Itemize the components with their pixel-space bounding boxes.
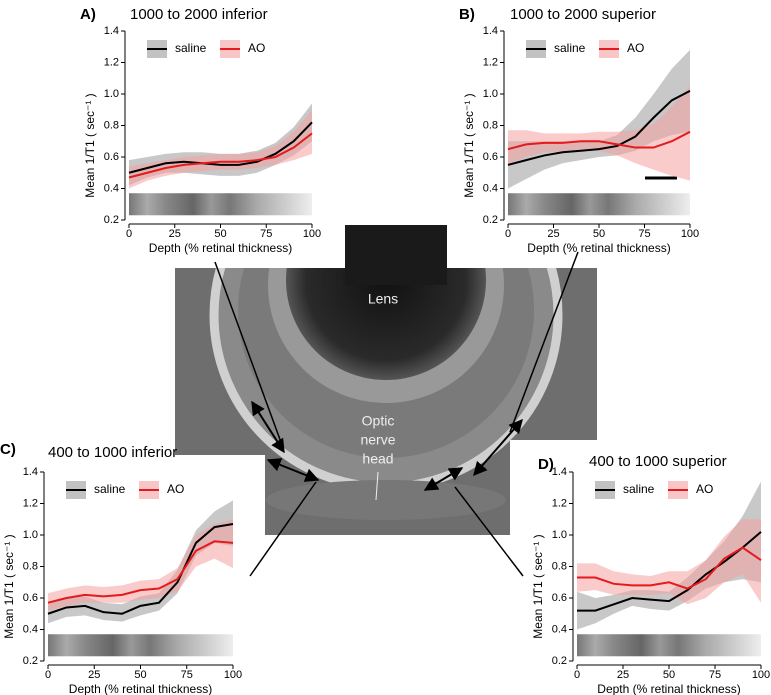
y-tick-label: 0.2 xyxy=(104,214,119,226)
y-tick-label: 0.4 xyxy=(23,623,38,635)
chart-title: 1000 to 2000 inferior xyxy=(130,6,268,23)
depth-strip xyxy=(48,634,233,657)
legend-label: saline xyxy=(554,41,586,55)
chart-title: 400 to 1000 superior xyxy=(589,453,727,470)
series-line xyxy=(47,540,234,604)
y-tick-label: 0.4 xyxy=(552,623,567,635)
confidence-band xyxy=(577,519,761,605)
chart-title: 1000 to 2000 superior xyxy=(510,6,656,23)
legend-label: AO xyxy=(696,482,713,496)
legend-label: saline xyxy=(623,482,655,496)
series-line xyxy=(577,546,762,590)
onh-label: nerve xyxy=(360,432,395,448)
x-tick-label: 50 xyxy=(214,228,226,240)
onh-label: head xyxy=(362,451,393,467)
y-tick-label: 1.2 xyxy=(23,497,38,509)
y-tick-label: 0.2 xyxy=(23,655,38,667)
onh-pointer xyxy=(375,471,379,501)
y-tick-label: 1.2 xyxy=(483,56,498,68)
x-tick-label: 75 xyxy=(260,228,272,240)
series-line xyxy=(47,522,234,615)
x-tick-label: 50 xyxy=(593,228,605,240)
confidence-band xyxy=(48,519,233,611)
y-tick-label: 1.2 xyxy=(104,56,119,68)
chart-title: 400 to 1000 inferior xyxy=(48,444,177,461)
y-tick-label: 0.4 xyxy=(483,182,498,194)
series-line xyxy=(507,89,691,166)
legend-label: saline xyxy=(175,41,207,55)
y-tick-label: 1.4 xyxy=(483,25,498,37)
x-tick-label: 25 xyxy=(617,669,629,681)
panel-label: D) xyxy=(538,456,554,473)
y-tick-label: 0.2 xyxy=(483,214,498,226)
y-tick-label: 0.8 xyxy=(552,560,567,572)
y-tick-label: 1.4 xyxy=(23,466,38,478)
y-tick-label: 1.0 xyxy=(483,88,498,100)
x-axis-label: Depth (% retinal thickness) xyxy=(149,241,292,255)
depth-strip xyxy=(508,193,690,216)
y-tick-label: 0.2 xyxy=(552,655,567,667)
y-tick-label: 1.0 xyxy=(23,529,38,541)
panel-label: C) xyxy=(0,441,16,458)
x-tick-label: 50 xyxy=(134,669,146,681)
y-tick-label: 0.6 xyxy=(552,592,567,604)
y-axis-label: Mean 1/T1 ( sec⁻¹ ) xyxy=(462,93,476,197)
legend-label: AO xyxy=(627,41,644,55)
series-line xyxy=(128,121,313,174)
x-tick-label: 25 xyxy=(169,228,181,240)
legend-label: AO xyxy=(167,482,184,496)
y-tick-label: 0.6 xyxy=(483,151,498,163)
depth-strip xyxy=(577,634,761,657)
lens-label: Lens xyxy=(368,291,398,307)
y-tick-label: 0.4 xyxy=(104,182,119,194)
series-line xyxy=(577,531,762,612)
x-tick-label: 100 xyxy=(752,669,770,681)
arrows xyxy=(251,400,523,491)
x-axis-label: Depth (% retinal thickness) xyxy=(527,241,670,255)
y-tick-label: 0.8 xyxy=(104,119,119,131)
y-axis-label: Mean 1/T1 ( sec⁻¹ ) xyxy=(531,534,545,638)
onh-label: Optic xyxy=(362,413,395,429)
connectors xyxy=(214,251,579,577)
x-tick-label: 25 xyxy=(88,669,100,681)
y-tick-label: 1.4 xyxy=(552,466,567,478)
panel-label: B) xyxy=(459,6,475,23)
legend-label: saline xyxy=(94,482,126,496)
x-axis-label: Depth (% retinal thickness) xyxy=(597,682,740,695)
y-tick-label: 1.4 xyxy=(104,25,119,37)
x-tick-label: 0 xyxy=(126,228,132,240)
confidence-band xyxy=(508,86,690,181)
y-tick-label: 1.2 xyxy=(552,497,567,509)
x-tick-label: 0 xyxy=(45,669,51,681)
y-axis-label: Mean 1/T1 ( sec⁻¹ ) xyxy=(2,534,16,638)
series-line xyxy=(128,132,313,179)
y-tick-label: 1.0 xyxy=(552,529,567,541)
x-tick-label: 75 xyxy=(709,669,721,681)
confidence-band xyxy=(129,109,312,189)
y-tick-label: 1.0 xyxy=(104,88,119,100)
y-tick-label: 0.6 xyxy=(23,592,38,604)
legend-label: AO xyxy=(248,41,265,55)
x-tick-label: 100 xyxy=(681,228,699,240)
y-tick-label: 0.6 xyxy=(104,151,119,163)
x-tick-label: 25 xyxy=(547,228,559,240)
y-axis-label: Mean 1/T1 ( sec⁻¹ ) xyxy=(83,93,97,197)
y-tick-label: 0.8 xyxy=(23,560,38,572)
x-tick-label: 75 xyxy=(181,669,193,681)
x-tick-label: 75 xyxy=(638,228,650,240)
x-tick-label: 0 xyxy=(505,228,511,240)
x-tick-label: 0 xyxy=(574,669,580,681)
panel-label: A) xyxy=(80,6,96,23)
x-axis-label: Depth (% retinal thickness) xyxy=(69,682,212,695)
x-tick-label: 50 xyxy=(663,669,675,681)
y-tick-label: 0.8 xyxy=(483,119,498,131)
series-line xyxy=(507,130,691,151)
x-tick-label: 100 xyxy=(224,669,242,681)
x-tick-label: 100 xyxy=(303,228,321,240)
depth-strip xyxy=(129,193,312,216)
